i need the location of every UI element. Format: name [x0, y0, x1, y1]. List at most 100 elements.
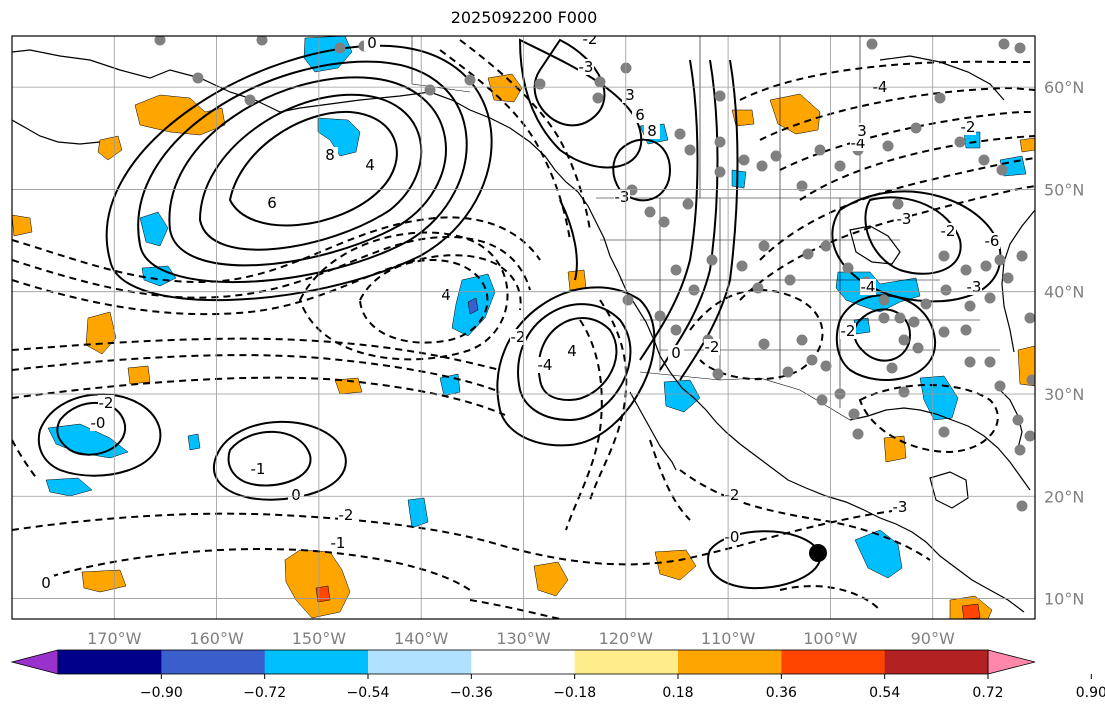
station-dot [782, 366, 794, 378]
contour-label: 3 [625, 86, 635, 104]
lat-tick-label: 30°N [1044, 385, 1084, 404]
lon-tick-label: 120°W [599, 629, 654, 648]
contour-solid [679, 59, 739, 381]
contour-label: 4 [441, 286, 451, 304]
contour-label: 0 [367, 34, 377, 52]
shade-blue [139, 211, 169, 247]
station-dot [1012, 414, 1024, 426]
coastline-east [1001, 209, 1035, 353]
station-dot [244, 94, 256, 106]
station-dot [1014, 42, 1026, 54]
station-dot [594, 76, 606, 88]
contour-label-bg [264, 195, 280, 211]
shade-orange [654, 549, 697, 581]
contour-label: -3 [579, 58, 594, 76]
contour-label: -3 [893, 498, 908, 516]
station-dot [758, 338, 770, 350]
shade-orange [127, 365, 151, 385]
contour-dashed [12, 439, 39, 481]
contour-dashed [779, 111, 1035, 171]
colorbar-segment [574, 650, 679, 674]
colorbar: −0.90 −0.72 −0.54 −0.36 −0.18 0.18 0.36 0.54 0.7… [10, 649, 1105, 701]
station-dot [714, 90, 726, 102]
contour-label-bg [90, 415, 106, 431]
colorbar-tick-label: 0.90 [1076, 685, 1105, 701]
contour-dashed [759, 86, 1035, 141]
coastline-lakes [849, 225, 901, 265]
station-dot [1002, 272, 1014, 284]
station-dot [1026, 374, 1035, 386]
contour-label-bg [704, 339, 720, 355]
contour-label-bg [940, 223, 956, 239]
contour-label-bg [840, 323, 856, 339]
contour-label-bg [582, 36, 598, 47]
station-dot [912, 342, 924, 354]
contour-label-bg [364, 36, 380, 51]
shade-red [961, 603, 981, 619]
contour-label: 4 [365, 156, 375, 174]
coastline-aleutians [12, 119, 101, 145]
colorbar-segment [884, 650, 989, 674]
contour-label-bg [38, 575, 54, 591]
contour-label-bg [98, 395, 114, 411]
contour-label: -2 [99, 394, 114, 412]
contour-label: -2 [583, 30, 598, 48]
contour-dashed [739, 185, 1035, 301]
coastline-westcoast-na [577, 191, 1025, 613]
contour-solid [212, 420, 347, 501]
contour-dashed [12, 216, 541, 283]
station-dot [964, 300, 976, 312]
contour-label-bg [966, 279, 982, 295]
contour-label-bg [338, 507, 354, 523]
shade-orange [769, 93, 821, 135]
contour-dashed [799, 135, 1035, 201]
shade-blue [317, 117, 361, 157]
chart-title: 2025092200 F000 [450, 8, 598, 27]
lon-tick-label: 110°W [701, 629, 756, 648]
contour-label-bg [288, 487, 304, 503]
shade-orange [731, 109, 755, 127]
contour-label-bg [644, 123, 660, 139]
contour-dashed [12, 337, 501, 371]
map-frame [11, 35, 1036, 620]
contour-label: -2 [725, 486, 740, 504]
station-dot [154, 36, 166, 46]
contour-solid [537, 317, 618, 402]
shade-orange [334, 377, 363, 395]
contour-label-bg [984, 233, 1000, 249]
coastline-gulf [849, 407, 1031, 491]
lon-tick-label: 170°W [87, 629, 142, 648]
contour-label: 6 [635, 106, 645, 124]
lon-tick-label: 150°W [292, 629, 347, 648]
station-dot [424, 84, 436, 96]
contour-dashed [679, 469, 931, 561]
station-dot [894, 312, 906, 324]
station-dot [758, 240, 770, 252]
contour-label-bg [578, 59, 594, 75]
colorbar-segment [678, 650, 782, 674]
colorbar-segment [471, 650, 576, 674]
shade-blue [731, 169, 747, 189]
station-dot [938, 426, 950, 438]
colorbar-segment [368, 650, 472, 674]
contour-label: 0 [41, 574, 51, 592]
colorbar-tick-label: −0.72 [243, 685, 286, 701]
station-dot [714, 136, 726, 148]
dashed-contour-layer [12, 39, 1035, 619]
coastline-yucatan [929, 471, 969, 509]
colorbar-tick-label: 0.36 [766, 685, 797, 701]
contour-label-bg [854, 123, 870, 139]
station-dot [796, 334, 808, 346]
contour-label: -3 [967, 278, 982, 296]
contour-dashed [39, 548, 471, 591]
station-dot [674, 128, 686, 140]
station-dot [910, 122, 922, 134]
contour-solid [227, 430, 312, 487]
contour-dashed [565, 319, 603, 531]
contour-label-bg [537, 357, 553, 373]
station-dot [802, 248, 814, 260]
contour-label-bg [510, 329, 526, 345]
station-dot [622, 294, 634, 306]
station-dot [464, 74, 476, 86]
shade-orange [883, 435, 907, 463]
